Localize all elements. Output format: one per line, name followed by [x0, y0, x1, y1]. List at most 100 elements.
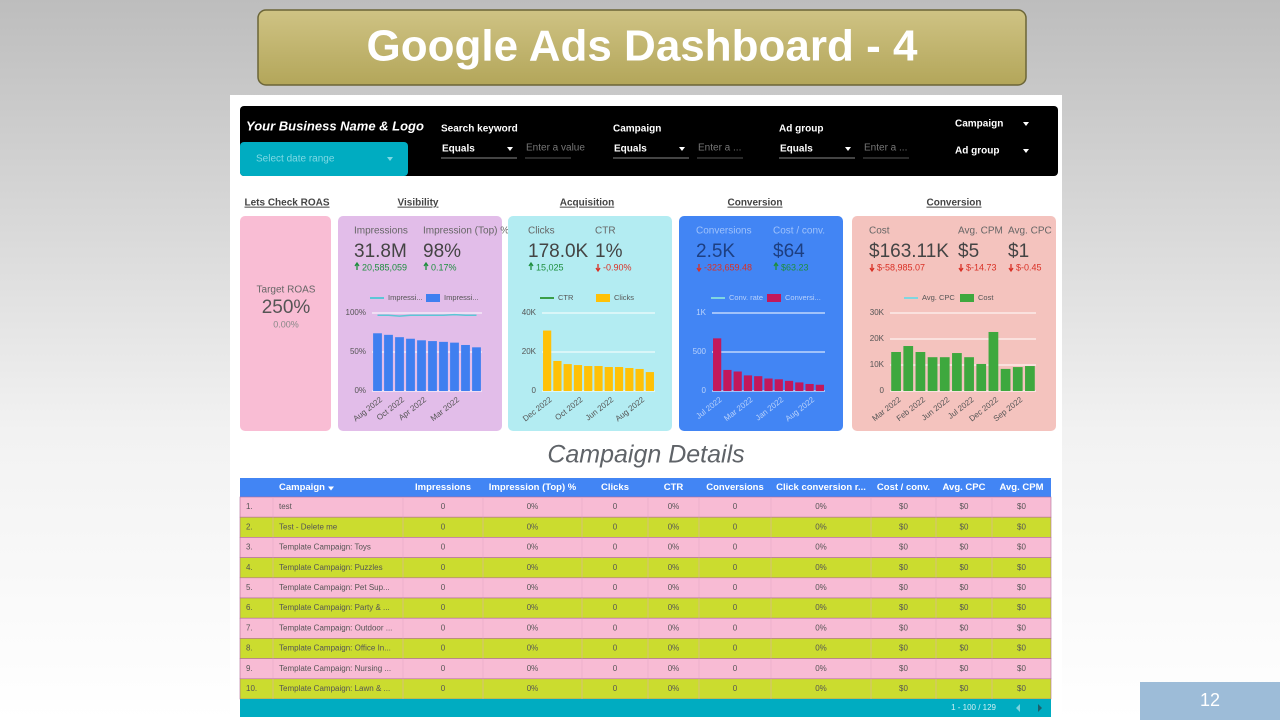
table-cell: 6.: [246, 603, 253, 612]
y-tick-label: 100%: [346, 308, 366, 317]
filter-input[interactable]: Enter a ...: [698, 143, 741, 154]
filter-input[interactable]: Enter a value: [526, 143, 585, 154]
legend-swatch: [960, 294, 974, 302]
table-cell: 0%: [527, 502, 539, 511]
column-header[interactable]: Campaign: [279, 482, 325, 493]
kpi-label: Cost: [869, 226, 890, 237]
table-cell: $0: [1017, 583, 1026, 592]
table-cell: 0: [733, 543, 738, 552]
column-header[interactable]: Avg. CPC: [943, 482, 986, 493]
filter-label: Ad group: [779, 124, 823, 135]
dropdown-caret: [387, 157, 393, 161]
table-cell: 0%: [668, 522, 680, 531]
legend-label: Conv. rate: [729, 293, 763, 302]
bar: [774, 379, 783, 391]
legend-label: Conversi...: [785, 293, 821, 302]
table-cell: $0: [899, 583, 908, 592]
kpi-change: $63.23: [781, 262, 809, 272]
column-header[interactable]: Cost / conv.: [877, 482, 930, 493]
bar: [604, 367, 613, 391]
column-header[interactable]: Avg. CPM: [1000, 482, 1044, 493]
table-cell: $0: [1017, 522, 1026, 531]
column-header[interactable]: Clicks: [601, 482, 629, 493]
dropdown-caret: [1023, 122, 1029, 126]
table-cell: 1.: [246, 502, 253, 511]
table-cell: 0%: [527, 563, 539, 572]
prev-page[interactable]: [1016, 704, 1020, 712]
bar: [614, 367, 624, 391]
bar: [733, 371, 742, 391]
table-cell: 0%: [527, 543, 539, 552]
table-cell: 0: [441, 664, 446, 673]
table-cell: $0: [960, 543, 969, 552]
y-tick-label: 20K: [522, 347, 537, 356]
y-tick-label: 40K: [522, 308, 537, 317]
column-header[interactable]: CTR: [664, 482, 684, 493]
table-cell: 0%: [815, 563, 827, 572]
column-header[interactable]: Conversions: [706, 482, 764, 493]
table-cell: $0: [899, 502, 908, 511]
bar: [1012, 367, 1023, 391]
kpi-change: $-58,985.07: [877, 262, 925, 272]
column-header[interactable]: Impressions: [415, 482, 471, 493]
legend-label: Clicks: [614, 293, 634, 302]
table-cell: 3.: [246, 543, 253, 552]
dropdown-caret: [507, 147, 513, 151]
header-dropdown[interactable]: Campaign: [955, 119, 1003, 130]
kpi-label: Avg. CPC: [1008, 226, 1052, 237]
next-page[interactable]: [1038, 704, 1042, 712]
bar: [625, 367, 634, 391]
column-header[interactable]: Click conversion r...: [776, 482, 866, 493]
header-dropdown[interactable]: Ad group: [955, 146, 999, 157]
table-cell: $0: [899, 623, 908, 632]
page-number: 12: [1200, 690, 1220, 710]
table-cell: Template Campaign: Office In...: [279, 644, 391, 653]
table-cell: $0: [960, 583, 969, 592]
column-header[interactable]: Impression (Top) %: [489, 482, 577, 493]
table-cell: 0: [733, 623, 738, 632]
legend-label: Impressi...: [444, 293, 479, 302]
table-cell: 0%: [815, 623, 827, 632]
filter-operator[interactable]: Equals: [780, 144, 813, 155]
bar: [461, 344, 470, 391]
table-cell: $0: [1017, 623, 1026, 632]
bar: [384, 334, 393, 391]
table-cell: 0%: [815, 522, 827, 531]
bar: [723, 369, 732, 391]
table-cell: 0: [613, 644, 618, 653]
table-cell: $0: [960, 644, 969, 653]
y-tick-label: 0: [880, 386, 885, 395]
table-cell: Template Campaign: Lawn & ...: [279, 684, 390, 693]
change-arrow: [528, 261, 534, 270]
filter-input[interactable]: Enter a ...: [864, 143, 907, 154]
legend-swatch: [767, 294, 781, 302]
filter-operator[interactable]: Equals: [442, 144, 475, 155]
table-cell: Template Campaign: Pet Sup...: [279, 583, 390, 592]
table-cell: $0: [899, 664, 908, 673]
filter-label: Campaign: [613, 124, 661, 135]
bar: [976, 363, 987, 391]
bar: [903, 346, 914, 391]
table-cell: Test - Delete me: [279, 522, 338, 531]
table-cell: 0%: [527, 644, 539, 653]
table-cell: 0: [733, 502, 738, 511]
kpi-value: 178.0K: [528, 241, 589, 262]
kpi-change: 0.00%: [273, 319, 299, 329]
bar: [373, 333, 382, 391]
bar: [439, 341, 448, 391]
legend-label: Cost: [978, 293, 994, 302]
table-cell: $0: [960, 603, 969, 612]
table-cell: 0%: [668, 543, 680, 552]
table-footer: [240, 699, 1051, 717]
bar: [553, 360, 562, 391]
table-cell: 0%: [815, 583, 827, 592]
bar: [939, 357, 950, 391]
table-cell: 0%: [668, 502, 680, 511]
date-range-picker[interactable]: [240, 142, 408, 176]
table-cell: 0%: [668, 644, 680, 653]
filter-operator[interactable]: Equals: [614, 144, 647, 155]
bar: [805, 383, 814, 391]
table-cell: 0: [441, 684, 446, 693]
table-cell: $0: [960, 563, 969, 572]
